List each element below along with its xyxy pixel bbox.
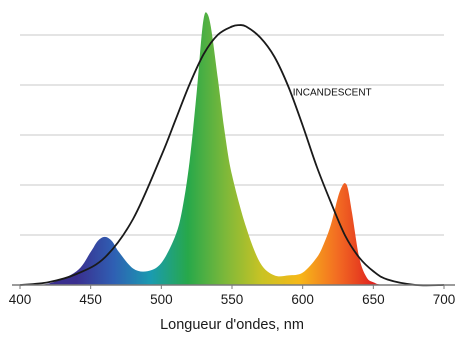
incandescent-curve <box>19 24 445 287</box>
x-axis-title: Longueur d'ondes, nm <box>160 317 304 333</box>
spectrum-fill-layer <box>20 12 444 286</box>
x-tick-label-600: 600 <box>291 292 314 307</box>
x-axis <box>12 284 455 289</box>
incandescent-label: INCANDESCENT <box>293 87 372 98</box>
x-tick-label-450: 450 <box>79 292 102 307</box>
curve-layer <box>19 24 445 287</box>
x-tick-label-550: 550 <box>221 292 244 307</box>
x-tick-label-400: 400 <box>9 292 32 307</box>
x-tick-label-650: 650 <box>362 292 385 307</box>
x-tick-labels: 400 450 500 550 600 650 700 <box>9 292 456 307</box>
x-tick-label-500: 500 <box>150 292 173 307</box>
spectrum-area <box>20 12 444 286</box>
x-tick-label-700: 700 <box>433 292 456 307</box>
